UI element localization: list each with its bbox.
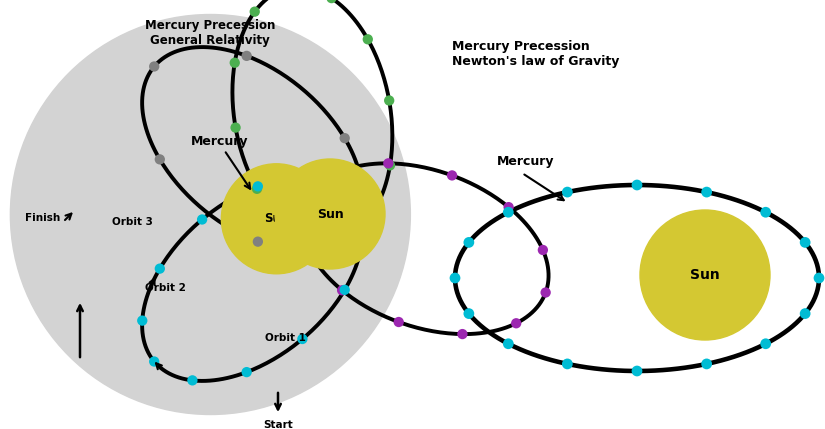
Point bbox=[561, 360, 574, 367]
Point bbox=[462, 239, 475, 246]
Point bbox=[392, 319, 405, 326]
Point bbox=[148, 63, 161, 70]
Point bbox=[286, 227, 299, 233]
Point bbox=[338, 135, 351, 142]
Point bbox=[229, 59, 242, 66]
Point bbox=[338, 287, 351, 293]
Point bbox=[186, 377, 199, 384]
Point bbox=[510, 320, 523, 327]
Point bbox=[301, 244, 314, 251]
Point bbox=[148, 358, 161, 365]
Text: Mercury: Mercury bbox=[497, 155, 554, 168]
Point bbox=[799, 239, 812, 246]
Point bbox=[135, 317, 148, 324]
Point bbox=[536, 247, 549, 254]
Point bbox=[361, 36, 375, 43]
Point bbox=[455, 331, 469, 338]
Point bbox=[446, 172, 459, 179]
Point bbox=[630, 368, 644, 375]
Ellipse shape bbox=[275, 159, 385, 269]
Point bbox=[356, 234, 369, 241]
Point bbox=[240, 369, 253, 375]
Point bbox=[296, 335, 309, 342]
Point bbox=[336, 287, 349, 294]
Point bbox=[502, 340, 515, 347]
Text: Orbit 1: Orbit 1 bbox=[265, 333, 306, 343]
Point bbox=[539, 289, 552, 296]
Point bbox=[252, 183, 265, 190]
Point bbox=[364, 213, 377, 220]
Text: Start: Start bbox=[263, 420, 293, 429]
Point bbox=[449, 275, 462, 281]
Ellipse shape bbox=[640, 210, 770, 340]
Text: Mercury Precession
General Relativity: Mercury Precession General Relativity bbox=[145, 19, 276, 47]
Point bbox=[462, 310, 475, 317]
Point bbox=[328, 237, 342, 244]
Point bbox=[229, 124, 243, 131]
Point bbox=[813, 275, 825, 281]
Point bbox=[344, 228, 357, 235]
Text: Orbit 3: Orbit 3 bbox=[112, 217, 153, 227]
Point bbox=[700, 189, 714, 196]
Point bbox=[299, 202, 312, 208]
Point bbox=[196, 216, 209, 223]
Point bbox=[305, 175, 318, 181]
Point bbox=[502, 209, 515, 216]
Text: Sun: Sun bbox=[317, 208, 343, 221]
Point bbox=[153, 156, 167, 163]
Point bbox=[328, 171, 342, 178]
Point bbox=[240, 52, 253, 59]
Point bbox=[344, 193, 357, 200]
Text: Finish: Finish bbox=[25, 213, 60, 223]
Text: Sun: Sun bbox=[691, 268, 720, 282]
Point bbox=[252, 238, 265, 245]
Point bbox=[759, 209, 772, 216]
Point bbox=[383, 97, 396, 104]
Text: Sun: Sun bbox=[264, 212, 289, 225]
Text: Mercury: Mercury bbox=[191, 135, 249, 148]
Ellipse shape bbox=[221, 164, 332, 274]
Ellipse shape bbox=[11, 15, 410, 414]
Point bbox=[384, 162, 397, 169]
Point bbox=[248, 8, 262, 15]
Point bbox=[502, 204, 515, 211]
Point bbox=[325, 0, 338, 2]
Point bbox=[759, 340, 772, 347]
Point bbox=[700, 360, 714, 367]
Text: Orbit 2: Orbit 2 bbox=[145, 283, 186, 293]
Point bbox=[561, 189, 574, 196]
Point bbox=[630, 181, 644, 188]
Text: Mercury Precession
Newton's law of Gravity: Mercury Precession Newton's law of Gravi… bbox=[452, 40, 620, 68]
Point bbox=[382, 160, 395, 167]
Point bbox=[799, 310, 812, 317]
Point bbox=[153, 265, 167, 272]
Point bbox=[250, 185, 263, 192]
